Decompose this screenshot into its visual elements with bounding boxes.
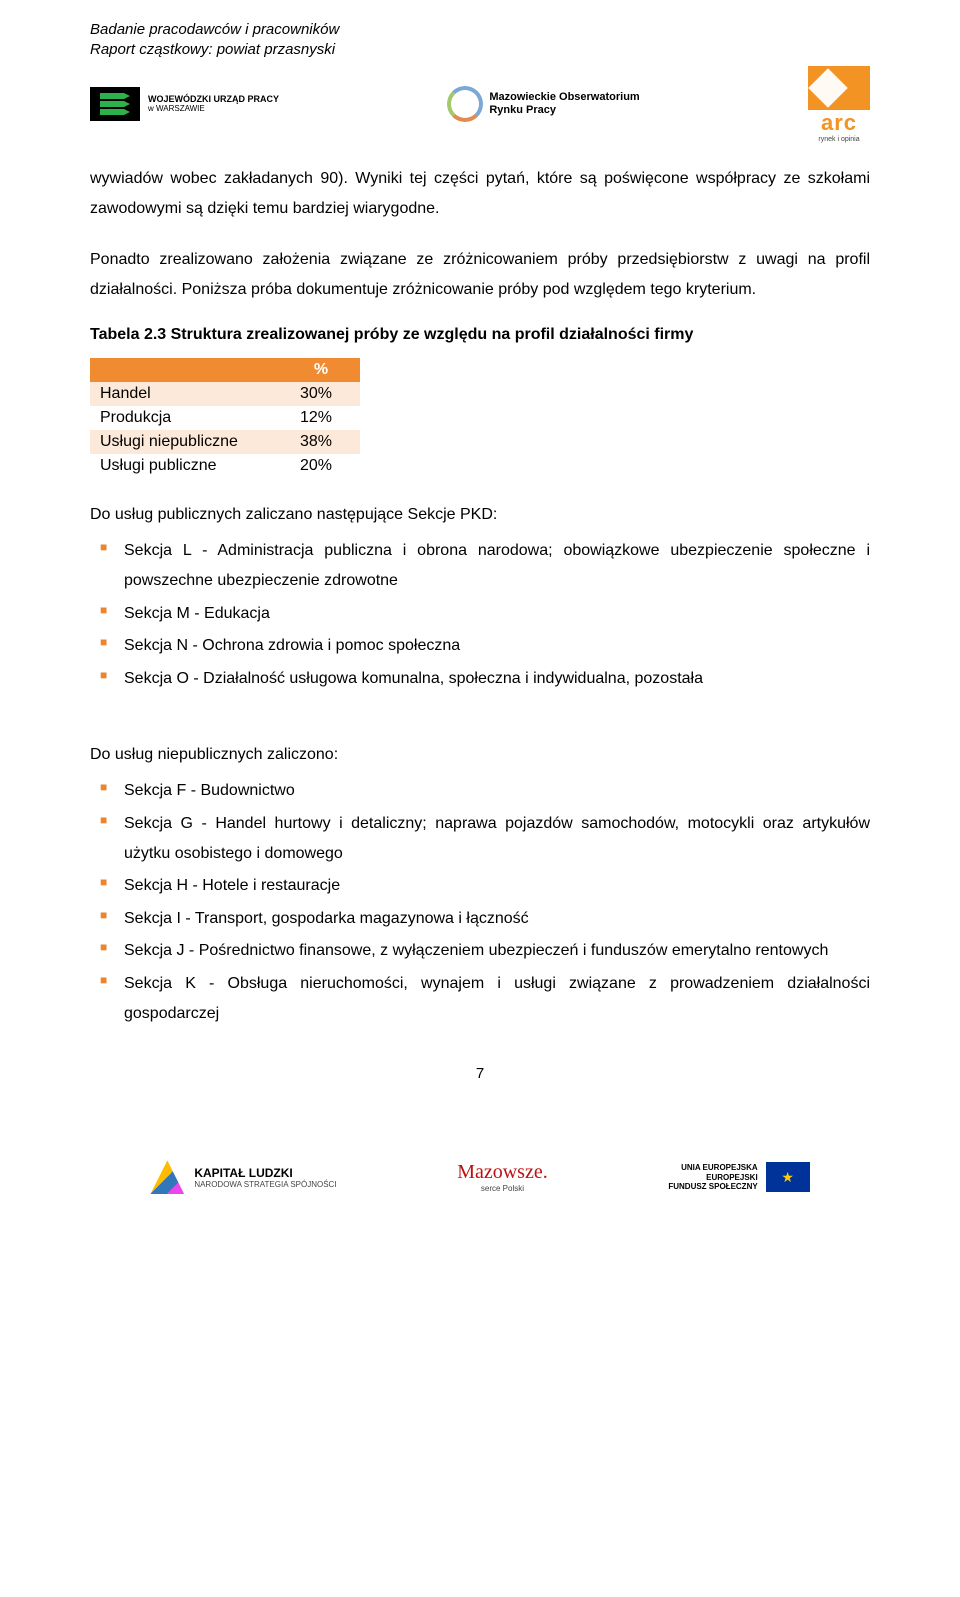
lighthouse-icon <box>808 66 870 110</box>
list-item: Sekcja F - Budownictwo <box>124 776 870 806</box>
list-item: Sekcja M - Edukacja <box>124 599 870 629</box>
page-number: 7 <box>90 1065 870 1082</box>
wup-title: WOJEWÓDZKI URZĄD PRACY <box>148 95 279 105</box>
table-row: Handel30% <box>90 382 360 406</box>
footer-logos: KAPITAŁ LUDZKI NARODOWA STRATEGIA SPÓJNO… <box>90 1142 870 1212</box>
nonpublic-intro: Do usług niepublicznych zaliczono: <box>90 740 870 770</box>
eu-line1: UNIA EUROPEJSKA <box>668 1163 757 1173</box>
table-row: Produkcja12% <box>90 406 360 430</box>
table-row: Usługi publiczne20% <box>90 454 360 478</box>
table-row: Usługi niepubliczne38% <box>90 430 360 454</box>
table-header-pct: % <box>290 358 360 382</box>
doc-header-line1: Badanie pracodawców i pracowników <box>90 20 870 40</box>
arc-text: arc <box>821 110 857 136</box>
eu-flag-icon: ★ <box>766 1162 810 1192</box>
list-item: Sekcja O - Działalność usługowa komunaln… <box>124 664 870 694</box>
swirl-icon <box>447 86 483 122</box>
table-cell-label: Usługi niepubliczne <box>90 430 290 454</box>
structure-table: % Handel30%Produkcja12%Usługi niepublicz… <box>90 358 360 478</box>
table-cell-pct: 38% <box>290 430 360 454</box>
table-cell-pct: 30% <box>290 382 360 406</box>
table-cell-label: Handel <box>90 382 290 406</box>
table-cell-pct: 20% <box>290 454 360 478</box>
eu-line3: FUNDUSZ SPOŁECZNY <box>668 1182 757 1192</box>
doc-header: Badanie pracodawców i pracowników Raport… <box>90 20 870 59</box>
doc-header-line2: Raport cząstkowy: powiat przasnyski <box>90 40 870 60</box>
morp-logo: Mazowieckie Obserwatorium Rynku Pracy <box>447 86 639 122</box>
list-item: Sekcja H - Hotele i restauracje <box>124 871 870 901</box>
public-services-list: Sekcja L - Administracja publiczna i obr… <box>90 536 870 694</box>
list-item: Sekcja N - Ochrona zdrowia i pomoc społe… <box>124 631 870 661</box>
table-cell-label: Produkcja <box>90 406 290 430</box>
nonpublic-services-list: Sekcja F - BudownictwoSekcja G - Handel … <box>90 776 870 1029</box>
list-item: Sekcja K - Obsługa nieruchomości, wynaje… <box>124 969 870 1030</box>
eu-line2: EUROPEJSKI <box>668 1173 757 1183</box>
arc-logo: arc rynek i opinia <box>808 66 870 143</box>
paragraph-2: Ponadto zrealizowano założenia związane … <box>90 245 870 306</box>
table-cell-label: Usługi publiczne <box>90 454 290 478</box>
public-intro: Do usług publicznych zaliczano następują… <box>90 500 870 530</box>
list-item: Sekcja L - Administracja publiczna i obr… <box>124 536 870 597</box>
wup-logo: WOJEWÓDZKI URZĄD PRACY w WARSZAWIE <box>90 87 279 121</box>
list-item: Sekcja I - Transport, gospodarka magazyn… <box>124 904 870 934</box>
star-icon <box>150 1160 184 1194</box>
kl-title: KAPITAŁ LUDZKI <box>194 1166 336 1180</box>
logo-row-top: WOJEWÓDZKI URZĄD PRACY w WARSZAWIE Mazow… <box>90 69 870 139</box>
paragraph-1: wywiadów wobec zakładanych 90). Wyniki t… <box>90 164 870 225</box>
table-cell-pct: 12% <box>290 406 360 430</box>
list-item: Sekcja G - Handel hurtowy i detaliczny; … <box>124 809 870 870</box>
arc-sub: rynek i opinia <box>818 136 859 143</box>
mazowsze-logo: Mazowsze. serce Polski <box>457 1161 548 1193</box>
kapital-ludzki-logo: KAPITAŁ LUDZKI NARODOWA STRATEGIA SPÓJNO… <box>150 1160 336 1194</box>
eu-logo: UNIA EUROPEJSKA EUROPEJSKI FUNDUSZ SPOŁE… <box>668 1162 809 1192</box>
wup-sub: w WARSZAWIE <box>148 104 279 113</box>
maz-title: Mazowsze. <box>457 1161 548 1183</box>
kl-sub: NARODOWA STRATEGIA SPÓJNOŚCI <box>194 1180 336 1189</box>
arrow-icon <box>90 87 140 121</box>
maz-sub: serce Polski <box>457 1184 548 1193</box>
table-header-label <box>90 358 290 382</box>
list-item: Sekcja J - Pośrednictwo finansowe, z wył… <box>124 936 870 966</box>
table-caption: Tabela 2.3 Struktura zrealizowanej próby… <box>90 326 870 344</box>
morp-line1: Mazowieckie Obserwatorium <box>489 91 639 104</box>
morp-line2: Rynku Pracy <box>489 104 639 117</box>
